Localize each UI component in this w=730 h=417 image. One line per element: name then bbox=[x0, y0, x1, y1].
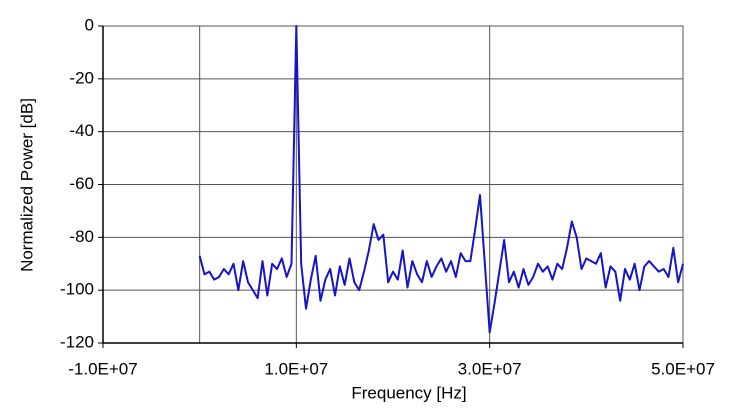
y-axis-label: Normalized Power [dB] bbox=[17, 98, 36, 272]
y-tick-label: -60 bbox=[69, 174, 94, 193]
y-tick-label: -20 bbox=[69, 68, 94, 87]
y-tick-label: -40 bbox=[69, 121, 94, 140]
y-tick-label: -120 bbox=[60, 332, 94, 351]
x-tick-label: 5.0E+07 bbox=[651, 359, 715, 378]
data-line bbox=[198, 25, 684, 334]
x-axis-label: Frequency [Hz] bbox=[351, 383, 466, 402]
y-tick-label: -80 bbox=[69, 227, 94, 246]
y-tick-label: -100 bbox=[60, 280, 94, 299]
y-tick-label: 0 bbox=[85, 15, 94, 34]
x-tick-label: 1.0E+07 bbox=[264, 359, 328, 378]
x-tick-label: -1.0E+07 bbox=[68, 359, 137, 378]
x-tick-label: 3.0E+07 bbox=[458, 359, 522, 378]
